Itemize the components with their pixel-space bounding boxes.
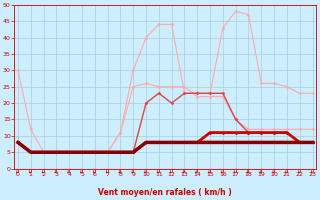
X-axis label: Vent moyen/en rafales ( km/h ): Vent moyen/en rafales ( km/h ) <box>98 188 232 197</box>
